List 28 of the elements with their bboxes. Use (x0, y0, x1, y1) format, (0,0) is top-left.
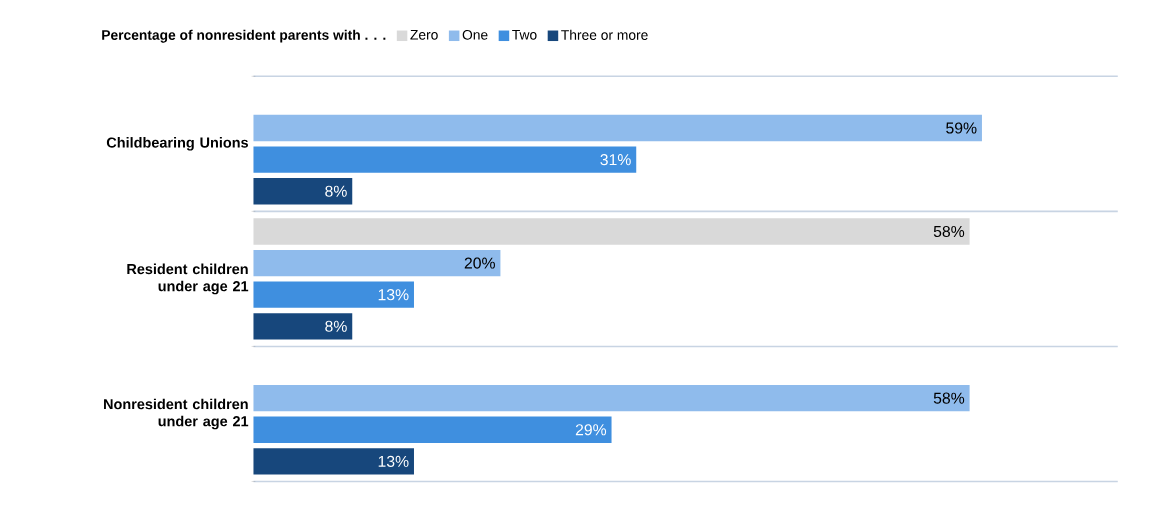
y-tick-label: Resident children under age 21 (127, 263, 249, 295)
y-tick-label: Childbearing Unions (106, 137, 249, 151)
data-label: 29% (575, 424, 607, 436)
legend-title: Percentage of nonresident parents with . . . (102, 29, 386, 43)
data-label: 58% (933, 392, 965, 404)
data-label: 8% (325, 185, 347, 197)
data-label: 59% (946, 122, 977, 134)
bar (253, 249, 501, 277)
data-label: 8% (325, 320, 347, 332)
bar (253, 313, 353, 340)
bar (253, 384, 970, 412)
legend-label: Three or more (561, 29, 648, 40)
bar (253, 146, 637, 173)
bar (253, 416, 612, 443)
data-label: 13% (378, 289, 409, 301)
legend-label: Two (512, 29, 537, 40)
y-tick-label: Nonresident children under age 21 (104, 398, 249, 430)
bar (253, 114, 982, 142)
legend-label: One (462, 29, 488, 40)
data-label: 58% (933, 225, 965, 238)
bar (253, 281, 414, 308)
data-label: 13% (378, 455, 409, 467)
bar (253, 448, 414, 475)
data-label: 20% (464, 257, 495, 269)
data-label: 31% (600, 154, 631, 166)
legend-label: Zero (410, 29, 438, 40)
bar (253, 218, 970, 245)
bar (253, 178, 353, 205)
